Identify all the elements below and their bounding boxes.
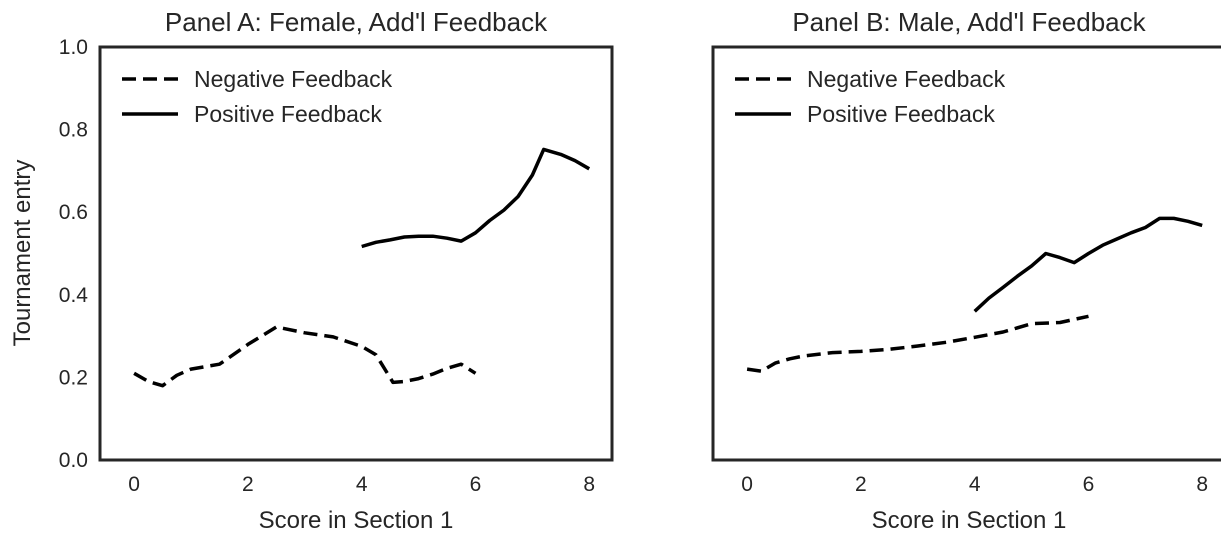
panel-b-tick-group: 0 2 4 6 8 [741, 473, 1208, 496]
panel-b-title: Panel B: Male, Add'l Feedback [792, 7, 1146, 37]
panel-a-legend-label: Positive Feedback [194, 101, 382, 127]
panel-b-xtick-label: 4 [969, 473, 981, 496]
panel-b-xtick-label: 2 [855, 473, 867, 496]
panel-b-series-positive-line [973, 216, 1203, 313]
panel-b-series-group [746, 216, 1203, 373]
panel-a-xtick-label: 2 [242, 473, 254, 496]
panel-b-series-negative-line [746, 314, 1089, 373]
panel-a-legend: Negative Feedback Positive Feedback [122, 66, 393, 127]
panel-a-ytick-label: 0.0 [59, 449, 88, 472]
panel-b-xtick-label: 6 [1083, 473, 1095, 496]
panel-b-xtick-label: 8 [1196, 473, 1208, 496]
panel-a-xtick-label: 4 [356, 473, 368, 496]
panel-a-series-negative-line [133, 325, 477, 388]
panel-b-legend-label: Positive Feedback [807, 101, 995, 127]
panel-a: Panel A: Female, Add'l Feedback 0 2 4 6 8 0.0… [59, 7, 614, 534]
panel-a-xtick-label: 6 [470, 473, 482, 496]
panel-a-ytick-label: 0.6 [59, 201, 88, 224]
panel-a-tick-group: 0 2 4 6 8 0.0 0.2 0.4 0.6 0.8 1.0 [59, 36, 595, 496]
panel-b-legend-label: Negative Feedback [807, 66, 1006, 92]
panel-a-series-positive-line [361, 147, 591, 249]
panel-a-ytick-label: 0.8 [59, 119, 88, 142]
figure-ylabel: Tournament entry [9, 160, 36, 347]
panel-a-ytick-label: 1.0 [59, 36, 88, 59]
panel-a-ytick-label: 0.4 [59, 284, 89, 307]
panel-a-xtick-label: 0 [128, 473, 140, 496]
panel-a-xlabel: Score in Section 1 [259, 507, 454, 534]
panel-b-legend: Negative Feedback Positive Feedback [735, 66, 1006, 127]
panel-a-ytick-label: 0.2 [59, 366, 88, 389]
panel-b-frame [711, 45, 1221, 462]
panel-b-xlabel: Score in Section 1 [872, 507, 1067, 534]
panel-a-xtick-label: 8 [583, 473, 595, 496]
panel-b: Panel B: Male, Add'l Feedback 0 2 4 6 8 Nega… [711, 7, 1221, 534]
panel-a-legend-label: Negative Feedback [194, 66, 393, 92]
panel-a-series-group [133, 147, 591, 388]
panel-b-xtick-label: 0 [741, 473, 753, 496]
panel-a-frame [98, 45, 614, 462]
panel-a-title: Panel A: Female, Add'l Feedback [165, 7, 548, 37]
